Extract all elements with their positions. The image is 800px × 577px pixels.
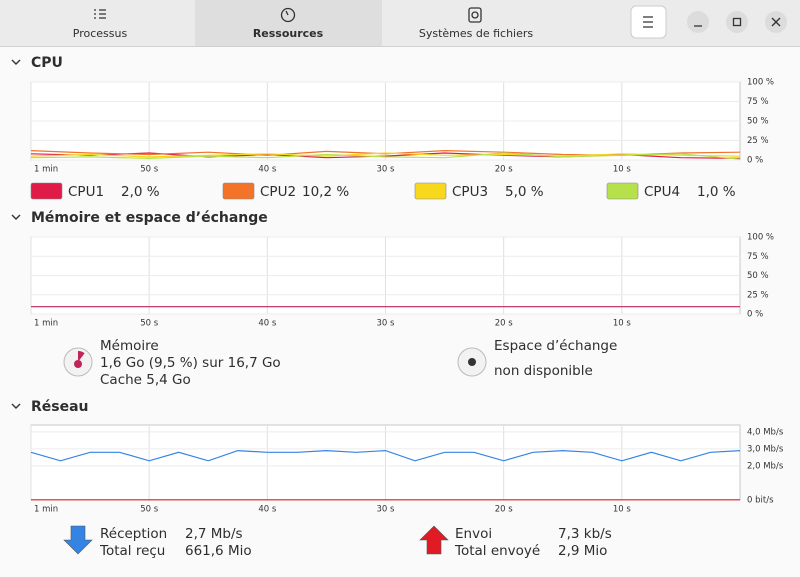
- tab-icon: [94, 7, 482, 23]
- x-tick-label: 10 s: [613, 165, 632, 175]
- y-tick-label: 0 %: [747, 310, 763, 320]
- section-title: Réseau: [31, 399, 89, 415]
- y-tick-label: 0 bit/s: [747, 496, 774, 506]
- legend-label: Total reçu: [99, 543, 165, 559]
- minimize-button[interactable]: [687, 11, 709, 33]
- x-tick-label: 50 s: [140, 505, 159, 515]
- network-arrow: [63, 525, 93, 555]
- chevron: [11, 214, 21, 220]
- legend-label: CPU1: [68, 184, 104, 200]
- x-tick-label: 20 s: [495, 319, 514, 329]
- tab[interactable]: Ressources: [253, 27, 324, 40]
- y-tick-label: 50 %: [747, 271, 769, 281]
- legend-label: CPU3: [452, 184, 488, 200]
- legend-label: Envoi: [455, 526, 492, 542]
- x-tick-label: 1 min: [34, 165, 58, 175]
- y-tick-label: 100 %: [747, 78, 774, 88]
- legend-value: 1,0 %: [697, 184, 736, 200]
- legend-label: CPU4: [644, 184, 680, 200]
- y-tick-label: 2,0 Mb/s: [747, 461, 784, 471]
- legend-detail: 1,6 Go (9,5 %) sur 16,7 Go: [100, 355, 281, 371]
- x-tick-label: 20 s: [495, 165, 514, 175]
- legend-label: Espace d’échange: [494, 338, 617, 354]
- x-tick-label: 30 s: [377, 505, 396, 515]
- series-line: [30, 152, 741, 158]
- maximize-button[interactable]: [726, 11, 748, 33]
- x-tick-label: 30 s: [377, 319, 396, 329]
- x-tick-label: 40 s: [258, 319, 277, 329]
- x-tick-label: 1 min: [34, 505, 58, 515]
- x-tick-label: 20 s: [495, 505, 514, 515]
- x-tick-label: 40 s: [258, 505, 277, 515]
- legend-value: 2,7 Mb/s: [185, 526, 243, 542]
- chevron: [11, 59, 21, 65]
- y-tick-label: 100 %: [747, 233, 774, 243]
- legend-swatch: [30, 182, 63, 200]
- y-tick-label: 75 %: [747, 97, 769, 107]
- legend-label: Mémoire: [100, 338, 159, 354]
- x-tick-label: 50 s: [140, 165, 159, 175]
- x-tick-label: 10 s: [613, 319, 632, 329]
- swap-icon-dot: [468, 358, 476, 366]
- x-tick-label: 30 s: [377, 165, 396, 175]
- legend-swatch: [606, 182, 639, 200]
- y-tick-label: 4,0 Mb/s: [747, 427, 784, 437]
- x-tick-label: 50 s: [140, 319, 159, 329]
- active-tab-bg: [195, 0, 382, 46]
- legend-value: 2,9 Mio: [558, 543, 607, 559]
- tab[interactable]: Processus: [73, 27, 128, 40]
- tab[interactable]: Systèmes de fichiers: [419, 27, 534, 40]
- memory-icon-dot: [74, 360, 82, 368]
- x-tick-label: 10 s: [613, 505, 632, 515]
- legend-detail: non disponible: [494, 363, 593, 379]
- legend-label: Réception: [100, 526, 167, 542]
- chevron: [11, 403, 21, 409]
- legend-swatch: [414, 182, 447, 200]
- legend-value: 661,6 Mio: [185, 543, 252, 559]
- legend-value: 10,2 %: [302, 184, 349, 200]
- legend-detail: Cache 5,4 Go: [100, 372, 191, 388]
- y-tick-label: 50 %: [747, 117, 769, 127]
- legend-value: 5,0 %: [505, 184, 544, 200]
- memory-icon-fill: [78, 351, 85, 362]
- y-tick-label: 75 %: [747, 252, 769, 262]
- legend-label: Total envoyé: [454, 543, 540, 559]
- y-tick-label: 3,0 Mb/s: [747, 444, 784, 454]
- x-tick-label: 1 min: [34, 319, 58, 329]
- y-tick-label: 0 %: [747, 156, 763, 166]
- series-line: [30, 449, 741, 462]
- section-title: CPU: [31, 55, 63, 71]
- close-button[interactable]: [765, 11, 787, 33]
- series-line: [30, 152, 741, 160]
- section-title: Mémoire et espace d’échange: [31, 210, 268, 226]
- legend-value: 7,3 kb/s: [558, 526, 612, 542]
- legend-label: CPU2: [260, 184, 296, 200]
- y-tick-label: 25 %: [747, 290, 769, 300]
- y-tick-label: 25 %: [747, 136, 769, 146]
- x-tick-label: 40 s: [258, 165, 277, 175]
- legend-value: 2,0 %: [121, 184, 160, 200]
- legend-swatch: [222, 182, 255, 200]
- series-line: [30, 152, 741, 159]
- header-bar: [0, 0, 800, 46]
- menu-button[interactable]: [630, 5, 667, 39]
- network-arrow: [419, 525, 449, 555]
